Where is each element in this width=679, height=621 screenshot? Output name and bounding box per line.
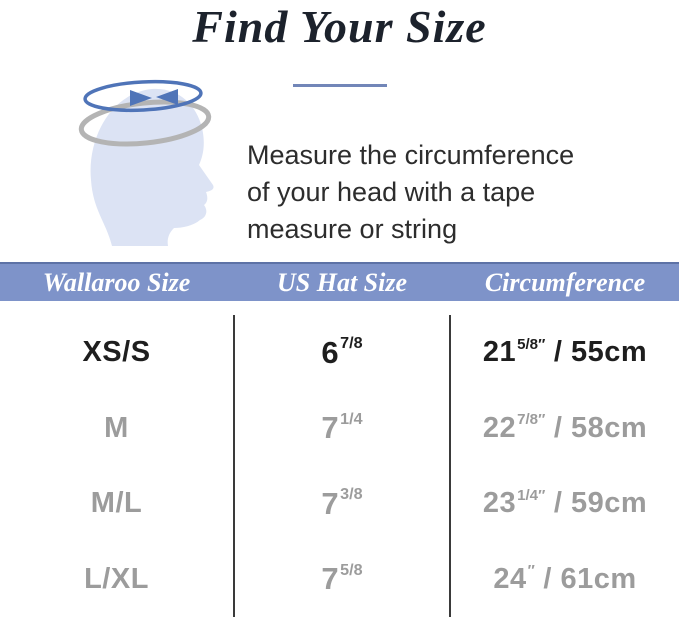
wallaroo-size-cell: M bbox=[104, 411, 129, 444]
us-hat-size-cell: 7 5/8 bbox=[233, 541, 451, 617]
tape-measure-icon bbox=[78, 99, 212, 147]
measure-instruction-text: Measure the circumference of your head w… bbox=[247, 140, 575, 244]
column-header-wallaroo-size: Wallaroo Size bbox=[42, 267, 191, 297]
arrow-left-icon bbox=[156, 89, 178, 105]
hat-size-main: 7 bbox=[321, 485, 340, 521]
us-hat-size-cell: 7 3/8 bbox=[233, 466, 451, 542]
hero-section: Measure the circumference of your head w… bbox=[0, 70, 679, 260]
us-hat-size-cell: 7 1/4 bbox=[233, 390, 451, 466]
hat-size-fraction: 1/4 bbox=[340, 409, 363, 428]
table-row: XS/S 6 7/8 21 5/8″ / 55cm bbox=[0, 315, 679, 391]
hat-size-main: 7 bbox=[321, 410, 340, 446]
circumference-metric: / 59cm bbox=[545, 487, 648, 520]
circumference-fraction: 1/4″ bbox=[517, 486, 546, 504]
wallaroo-size-cell: L/XL bbox=[84, 562, 149, 595]
hat-size-fraction: 3/8 bbox=[340, 485, 363, 504]
circumference-main: 22 bbox=[482, 411, 517, 444]
column-header-circumference: Circumference bbox=[484, 267, 646, 297]
title-underline bbox=[292, 83, 387, 87]
circumference-cell: 23 1/4″ / 59cm bbox=[451, 466, 679, 542]
hat-size-fraction: 7/8 bbox=[340, 334, 363, 353]
head-measurement-illustration bbox=[78, 79, 214, 246]
circumference-fraction: ″ bbox=[527, 562, 535, 580]
head-silhouette-icon bbox=[90, 88, 214, 246]
hat-size-main: 6 bbox=[321, 334, 340, 370]
column-header-us-hat-size: US Hat Size bbox=[276, 267, 408, 297]
hat-size-fraction: 5/8 bbox=[340, 560, 363, 579]
table-row: M 7 1/4 22 7/8″ / 58cm bbox=[0, 390, 679, 467]
circumference-main: 24 bbox=[493, 562, 527, 595]
arrow-right-icon bbox=[130, 90, 152, 106]
circumference-cell: 21 5/8″ / 55cm bbox=[451, 315, 679, 391]
circumference-metric: / 58cm bbox=[545, 411, 648, 444]
size-table-body: XS/S 6 7/8 21 5/8″ / 55cm M 7 1/4 22 7/8″ / … bbox=[0, 315, 679, 617]
circumference-cell: 24 ″ / 61cm bbox=[451, 542, 679, 618]
circumference-fraction: 7/8″ bbox=[517, 411, 546, 429]
circumference-main: 23 bbox=[482, 487, 517, 520]
circumference-cell: 22 7/8″ / 58cm bbox=[451, 391, 679, 467]
page-title: Find Your Size bbox=[192, 1, 487, 52]
wallaroo-size-cell: XS/S bbox=[82, 336, 151, 369]
measure-direction-ellipse-icon bbox=[83, 79, 203, 113]
table-row: L/XL 7 5/8 24 ″ / 61cm bbox=[0, 541, 679, 618]
circumference-fraction: 5/8″ bbox=[517, 335, 546, 353]
circumference-main: 21 bbox=[482, 336, 517, 369]
circumference-metric: / 55cm bbox=[545, 336, 648, 369]
wallaroo-size-cell: M/L bbox=[90, 487, 143, 520]
us-hat-size-cell: 6 7/8 bbox=[233, 315, 451, 391]
circumference-metric: / 61cm bbox=[534, 562, 637, 595]
table-row: M/L 7 3/8 23 1/4″ / 59cm bbox=[0, 466, 679, 542]
hat-size-main: 7 bbox=[321, 561, 340, 597]
table-header: Wallaroo Size US Hat Size Circumference bbox=[0, 262, 679, 301]
